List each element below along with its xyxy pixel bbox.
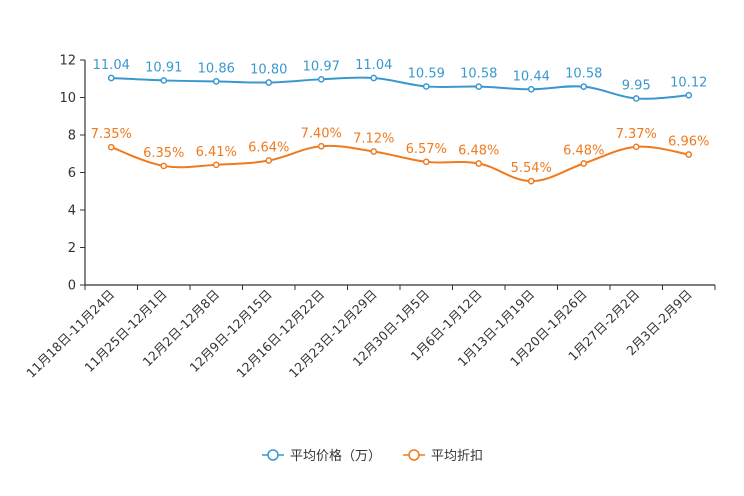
data-label: 10.80 <box>250 63 287 78</box>
x-tick-label: 11月18日-11月24日 <box>23 287 117 381</box>
data-label: 11.04 <box>93 58 130 73</box>
data-label: 10.91 <box>145 60 182 75</box>
legend[interactable]: 平均价格（万） 平均折扣 <box>262 448 483 464</box>
data-label: 6.48% <box>563 144 604 159</box>
data-label: 10.58 <box>565 67 602 82</box>
y-tick-label: 12 <box>59 54 76 69</box>
data-point[interactable] <box>160 77 168 84</box>
data-label: 10.58 <box>460 67 497 82</box>
data-point[interactable] <box>527 85 535 93</box>
x-tick-label: 12月23日-12月29日 <box>286 287 380 381</box>
legend-marker-icon <box>267 449 279 461</box>
data-point[interactable] <box>685 91 693 99</box>
data-label: 6.41% <box>196 145 237 160</box>
legend-label: 平均价格（万） <box>290 448 381 464</box>
data-label: 10.97 <box>303 59 340 74</box>
axes: 02468101211月18日-11月24日11月25日-12月1日12月2日-… <box>23 54 716 381</box>
data-label: 7.37% <box>616 127 657 142</box>
data-point[interactable] <box>212 161 220 169</box>
data-label: 10.59 <box>408 66 445 81</box>
legend-label: 平均折扣 <box>431 449 483 464</box>
y-tick-label: 0 <box>68 279 76 294</box>
data-label: 6.96% <box>668 135 709 150</box>
data-label: 6.64% <box>248 141 289 156</box>
data-point[interactable] <box>370 74 378 82</box>
data-point[interactable] <box>160 162 168 170</box>
data-label: 11.04 <box>355 58 392 73</box>
data-point[interactable] <box>632 143 640 151</box>
data-point[interactable] <box>370 148 378 155</box>
data-point[interactable] <box>475 83 483 90</box>
x-tick-label: 12月16日-12月22日 <box>233 287 327 381</box>
data-label: 5.54% <box>511 161 552 176</box>
data-point[interactable] <box>422 83 430 90</box>
series-layer: 11.04 10.91 10.86 10.80 10.97 11.04 10.59 10.58… <box>91 58 709 185</box>
data-label: 7.40% <box>301 126 342 141</box>
y-tick-label: 10 <box>59 91 76 106</box>
data-label: 10.12 <box>670 75 707 90</box>
data-label: 9.95 <box>622 78 651 93</box>
data-point[interactable] <box>422 158 430 166</box>
series-line-1 <box>111 76 689 100</box>
data-label: 6.35% <box>143 146 184 161</box>
legend-item-2[interactable]: 平均折扣 <box>403 449 483 464</box>
data-point[interactable] <box>527 177 535 185</box>
data-point[interactable] <box>580 160 588 167</box>
data-point[interactable] <box>265 157 273 164</box>
data-point[interactable] <box>632 95 640 102</box>
y-tick-label: 6 <box>68 166 76 181</box>
data-point[interactable] <box>317 75 325 83</box>
data-point[interactable] <box>685 151 693 158</box>
data-point[interactable] <box>265 79 273 86</box>
data-label: 6.48% <box>458 144 499 159</box>
data-point[interactable] <box>317 142 325 150</box>
data-label: 7.12% <box>353 132 394 147</box>
legend-item-1[interactable]: 平均价格（万） <box>262 448 381 464</box>
series-line-2 <box>110 144 689 183</box>
data-label: 6.57% <box>406 142 447 157</box>
y-tick-label: 8 <box>68 129 76 144</box>
data-point[interactable] <box>107 143 115 151</box>
data-label: 10.44 <box>513 69 550 84</box>
legend-marker-icon <box>408 449 420 461</box>
data-label: 10.86 <box>198 61 235 76</box>
data-point[interactable] <box>212 78 220 85</box>
data-point[interactable] <box>475 160 483 167</box>
data-point[interactable] <box>580 83 588 90</box>
y-tick-label: 2 <box>68 241 76 256</box>
data-point[interactable] <box>107 74 115 82</box>
y-tick-label: 4 <box>68 204 76 219</box>
data-label: 7.35% <box>91 127 132 142</box>
